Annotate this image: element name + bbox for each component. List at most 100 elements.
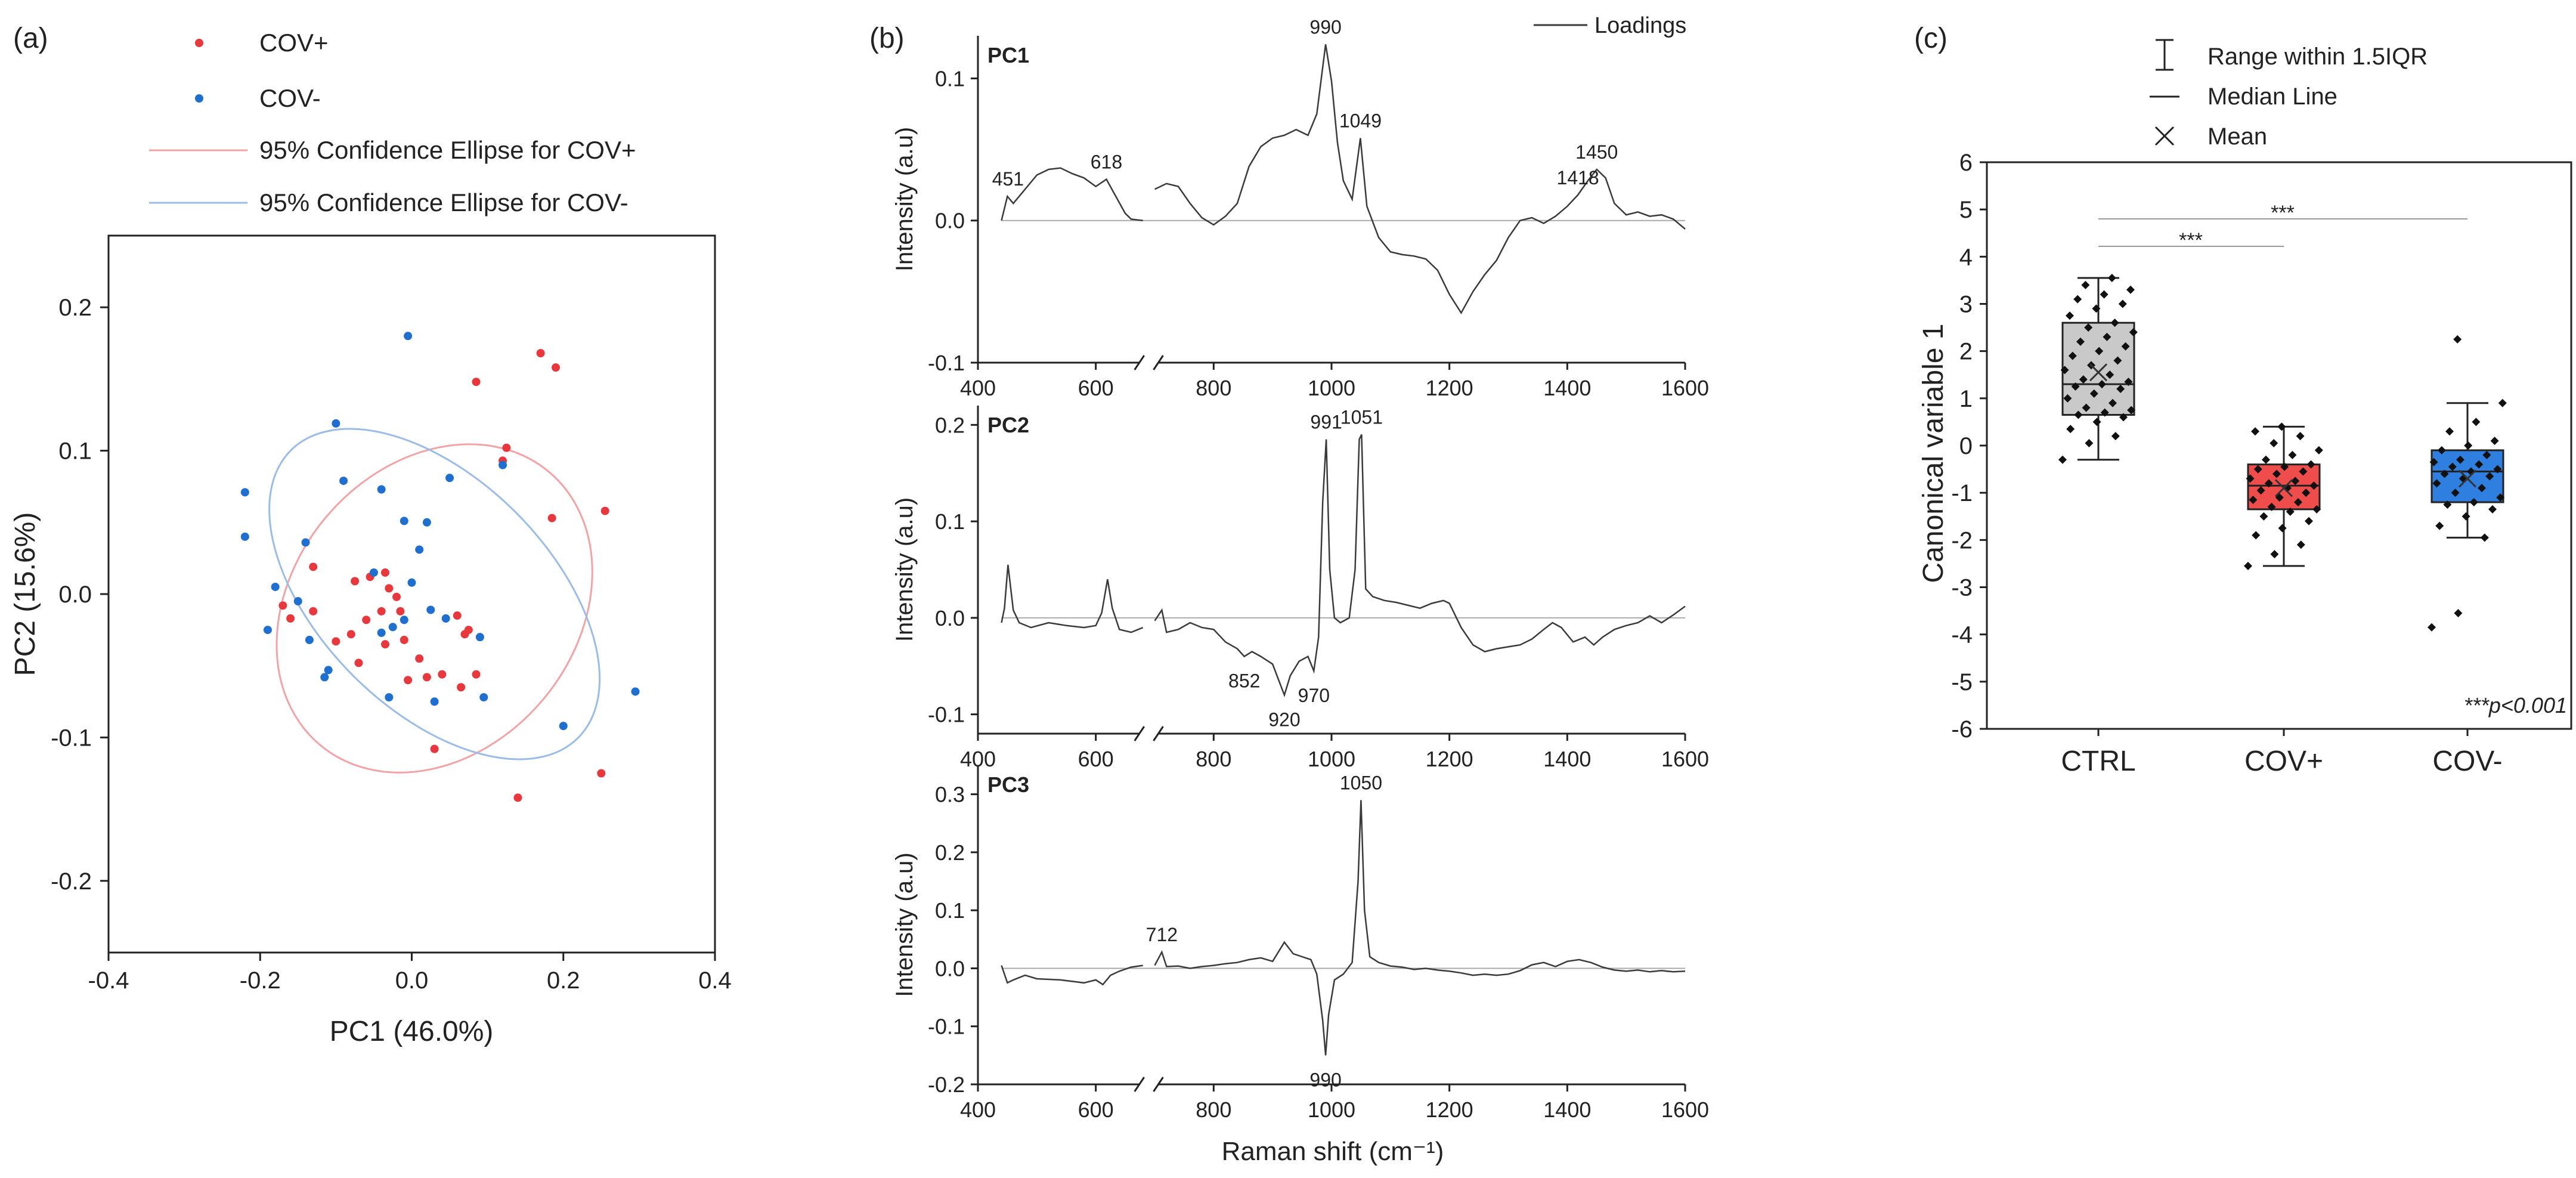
scatter-point-cov-neg	[377, 485, 386, 494]
data-point	[2482, 450, 2491, 459]
loadings-y-axis-label: Intensity (a.u)	[891, 497, 918, 642]
peak-label: 618	[1091, 151, 1122, 173]
data-point	[2288, 450, 2297, 459]
x-tick-label: 800	[1196, 376, 1231, 400]
data-point	[2309, 481, 2318, 490]
subplot-title: PC2	[987, 413, 1029, 437]
data-point	[2286, 507, 2295, 516]
scatter-point-cov-neg	[388, 623, 397, 632]
x-tick-label: CTRL	[2061, 746, 2135, 777]
panel-a-pca-scatter: (a) COV+ COV- 95% Confidence Ellipse for…	[10, 23, 732, 1047]
scatter-point-cov-neg	[301, 538, 310, 547]
data-point	[2068, 351, 2077, 360]
y-tick-label: -6	[1951, 716, 1973, 743]
data-point	[2063, 394, 2072, 403]
y-tick-label: 0.1	[935, 898, 965, 923]
y-tick-label: 6	[1959, 150, 1973, 176]
x-tick-label: 400	[960, 376, 996, 400]
mean-marker	[2274, 479, 2293, 497]
scatter-point-cov-pos	[552, 363, 561, 372]
scatter-point-cov-neg	[263, 626, 272, 635]
y-tick-label: 3	[1959, 292, 1973, 318]
data-point	[2118, 299, 2127, 308]
data-point	[2107, 273, 2116, 282]
data-point	[2262, 455, 2270, 464]
x-tick-label: 0.0	[395, 967, 429, 994]
legend-dot-cov-pos	[195, 39, 203, 47]
scatter-point-cov-neg	[415, 545, 424, 554]
data-point	[2429, 457, 2438, 466]
x-tick-label: 1000	[1308, 747, 1355, 771]
pca-legend: COV+ COV- 95% Confidence Ellipse for COV…	[149, 29, 636, 217]
x-tick-label: 1600	[1661, 747, 1709, 771]
box-groups: CTRL COV+ COV-	[2058, 273, 2507, 777]
y-tick-label: -0.2	[51, 868, 92, 895]
loading-curve-pc1	[1154, 44, 1686, 315]
data-point	[2475, 460, 2484, 469]
scatter-point-cov-pos	[346, 630, 355, 639]
scatter-point-cov-pos	[415, 654, 424, 663]
x-tick-label: 800	[1196, 747, 1231, 771]
box-y-axis-label: Canonical variable 1	[1918, 324, 1949, 583]
x-tick-label: 0.2	[547, 967, 580, 994]
scatter-point-cov-neg	[426, 605, 435, 614]
data-point	[2084, 323, 2093, 332]
data-point	[2100, 290, 2109, 299]
loadings-y-axis-label: Intensity (a.u)	[891, 852, 918, 997]
scatter-point-cov-neg	[271, 582, 280, 591]
data-point	[2249, 496, 2258, 505]
confidence-ellipse-cov-neg	[268, 428, 601, 760]
peak-label: 1450	[1575, 141, 1618, 163]
data-point	[2469, 498, 2478, 506]
data-point	[2098, 380, 2106, 389]
loading-curve-pc3	[1154, 800, 1686, 1056]
peak-label: 712	[1146, 924, 1178, 945]
scatter-point-cov-pos	[464, 626, 473, 635]
pca-plot-frame	[107, 234, 716, 954]
data-point	[2246, 474, 2255, 483]
data-point	[2079, 375, 2088, 384]
data-point	[2437, 446, 2446, 454]
y-tick-label: -0.2	[928, 1072, 965, 1097]
peak-label: 1049	[1339, 110, 1382, 132]
subplot-title: PC1	[987, 43, 1029, 67]
iqr-box	[2061, 321, 2135, 416]
y-tick-label: 0.2	[58, 295, 92, 321]
y-tick-label: -0.1	[928, 1015, 965, 1039]
scatter-point-cov-neg	[441, 614, 450, 623]
scatter-point-cov-neg	[479, 693, 488, 702]
loadings-subplots: -0.1 0.0 0.1 400 600 800 1000 1200 1400 1600 PC1 45…	[891, 16, 1709, 1122]
data-point	[2110, 319, 2119, 327]
scatter-point-cov-neg	[332, 419, 340, 428]
scatter-point-cov-pos	[600, 506, 609, 515]
data-point	[2440, 469, 2449, 478]
scatter-point-cov-neg	[377, 628, 386, 637]
data-point	[2448, 462, 2457, 471]
scatter-point-cov-neg	[293, 597, 302, 606]
x-tick-label: COV-	[2432, 746, 2502, 777]
data-point	[2435, 521, 2444, 530]
x-tick-label: 1200	[1426, 747, 1473, 771]
data-point	[2296, 540, 2305, 549]
data-point	[2291, 477, 2300, 486]
scatter-point-cov-neg	[369, 568, 378, 577]
scatter-point-cov-neg	[475, 633, 484, 642]
scatter-point-cov-neg	[559, 722, 568, 731]
loading-curve-pc1	[1001, 167, 1143, 221]
panel-label-a: (a)	[13, 23, 48, 54]
scatter-point-cov-neg	[400, 517, 408, 525]
y-tick-label: 0.1	[935, 509, 965, 534]
x-tick-label: -0.2	[240, 967, 281, 994]
x-tick-label: 600	[1078, 376, 1114, 400]
data-point	[2453, 335, 2462, 344]
peak-label: 1050	[1340, 772, 1382, 793]
data-point	[2251, 427, 2259, 436]
axis-break-mark	[1134, 355, 1145, 370]
loading-curve-pc2	[1001, 564, 1144, 633]
scatter-point-cov-pos	[354, 658, 363, 667]
y-tick-label: 0.2	[935, 413, 965, 437]
y-tick-label: -0.1	[928, 351, 965, 375]
data-point	[2280, 462, 2289, 471]
box-plot-frame	[1986, 161, 2572, 730]
scatter-point-cov-pos	[597, 769, 606, 778]
